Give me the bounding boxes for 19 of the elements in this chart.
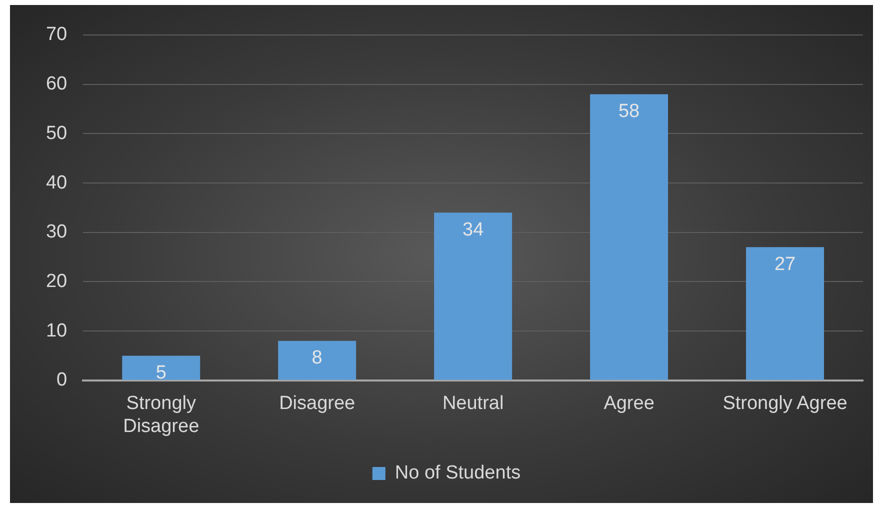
y-tick-label: 60 bbox=[46, 74, 68, 95]
x-tick-label: Agree bbox=[604, 393, 654, 414]
data-label: 27 bbox=[774, 254, 796, 275]
data-label: 34 bbox=[462, 219, 484, 240]
x-tick-label: Strongly Disagree bbox=[123, 393, 200, 437]
y-tick-label: 50 bbox=[46, 122, 68, 144]
x-tick-label: Disagree bbox=[279, 393, 356, 414]
data-label: 58 bbox=[618, 100, 640, 122]
y-tick-label: 40 bbox=[46, 172, 68, 194]
y-tick-label: 70 bbox=[46, 24, 68, 46]
x-tick-label: Neutral bbox=[442, 393, 504, 414]
y-tick-label: 0 bbox=[56, 370, 68, 391]
y-tick-label: 10 bbox=[46, 320, 68, 342]
data-label: 5 bbox=[156, 362, 166, 384]
y-tick-label: 20 bbox=[46, 270, 68, 292]
legend-label: No of Students bbox=[394, 462, 521, 484]
data-label: 8 bbox=[312, 348, 322, 369]
x-tick-label: Strongly Agree bbox=[722, 393, 848, 414]
y-tick-label: 30 bbox=[46, 222, 68, 243]
